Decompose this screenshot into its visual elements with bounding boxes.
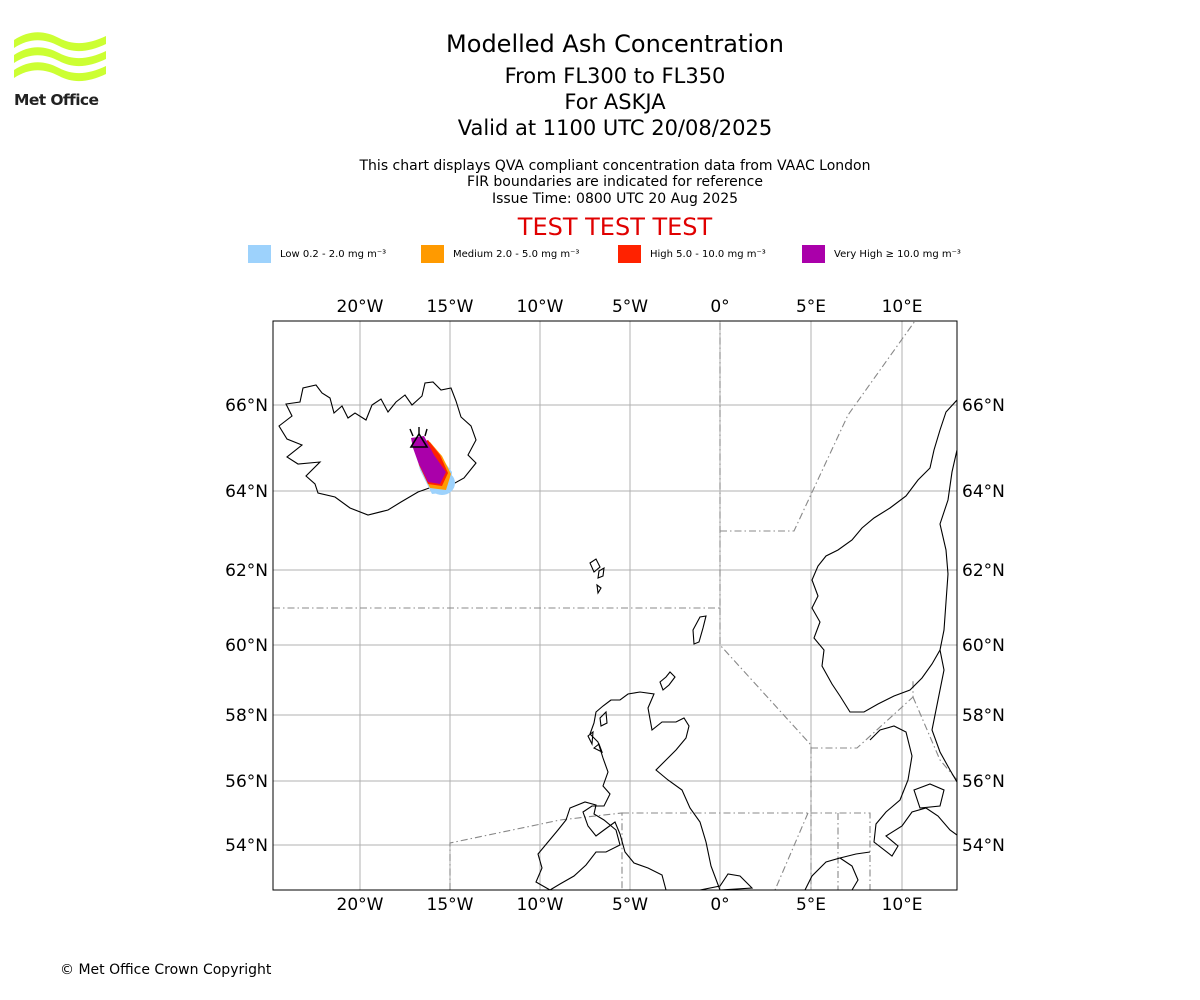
lon-tick-label: 10°W — [517, 297, 564, 317]
legend-swatch-high — [618, 245, 641, 263]
denmark-coastline — [869, 725, 957, 857]
legend-item-high: High 5.0 - 10.0 mg m⁻³ — [618, 244, 766, 264]
met-office-logo: Met Office — [14, 30, 109, 112]
lon-tick-label: 5°W — [612, 297, 648, 317]
legend: Low 0.2 - 2.0 mg m⁻³ Medium 2.0 - 5.0 mg… — [0, 244, 1200, 264]
legend-swatch-medium — [421, 245, 444, 263]
flight-level-range: From FL300 to FL350 — [504, 64, 726, 88]
lon-tick-label: 5°W — [612, 895, 648, 910]
lat-tick-label: 54°N — [225, 836, 268, 856]
chart-title: Modelled Ash Concentration — [446, 30, 784, 58]
lon-tick-label: 20°W — [337, 895, 384, 910]
issue-time: Issue Time: 0800 UTC 20 Aug 2025 — [491, 191, 739, 207]
sweden-coastline — [931, 649, 957, 783]
lon-tick-label: 0° — [710, 895, 729, 910]
lon-tick-label: 15°W — [427, 895, 474, 910]
volcano-marker-icon — [409, 432, 429, 448]
lat-tick-label: 62°N — [225, 561, 268, 581]
lon-tick-label: 10°W — [517, 895, 564, 910]
legend-swatch-very-high — [802, 245, 825, 263]
lat-tick-label: 66°N — [962, 396, 1005, 416]
lon-tick-label: 10°E — [882, 895, 923, 910]
lat-tick-label: 62°N — [962, 561, 1005, 581]
left-latitude-ticks: 66°N 64°N 62°N 60°N 58°N 56°N 54°N — [225, 396, 268, 856]
lat-tick-label: 58°N — [225, 706, 268, 726]
shetland-islands — [692, 615, 707, 645]
lon-tick-label: 0° — [710, 297, 729, 317]
gridlines — [273, 321, 957, 890]
ash-concentration-map: 20°W 15°W 10°W 5°W 0° 5°E 10°E 20°W 15°W… — [225, 297, 1005, 910]
legend-item-very-high: Very High ≥ 10.0 mg m⁻³ — [802, 244, 961, 264]
logo-text: Met Office — [14, 91, 99, 109]
lat-tick-label: 60°N — [225, 636, 268, 656]
lon-tick-label: 10°E — [882, 297, 923, 317]
volcano-rays-icon — [409, 427, 428, 437]
lat-tick-label: 64°N — [225, 482, 268, 502]
legend-item-low: Low 0.2 - 2.0 mg m⁻³ — [248, 244, 386, 264]
hebrides-islands — [587, 710, 608, 754]
legend-label-medium: Medium 2.0 - 5.0 mg m⁻³ — [453, 248, 580, 260]
bottom-longitude-ticks: 20°W 15°W 10°W 5°W 0° 5°E 10°E — [337, 895, 923, 910]
lon-tick-label: 5°E — [796, 895, 826, 910]
description-line-2: FIR boundaries are indicated for referen… — [467, 174, 763, 190]
lat-tick-label: 64°N — [962, 482, 1005, 502]
map-frame — [272, 320, 958, 891]
ireland-coastline — [535, 801, 621, 890]
ash-area-very-high — [411, 436, 446, 484]
wave-logo-icon — [14, 32, 106, 82]
netherlands-germany-coastline — [804, 851, 871, 890]
test-banner: TEST TEST TEST — [517, 213, 713, 241]
great-britain-coastline — [582, 691, 754, 890]
valid-time: Valid at 1100 UTC 20/08/2025 — [457, 116, 773, 140]
lon-tick-label: 20°W — [337, 297, 384, 317]
top-longitude-ticks: 20°W 15°W 10°W 5°W 0° 5°E 10°E — [337, 297, 923, 317]
legend-label-very-high: Very High ≥ 10.0 mg m⁻³ — [834, 248, 961, 260]
ash-plume — [409, 427, 455, 495]
lat-tick-label: 56°N — [962, 772, 1005, 792]
lon-tick-label: 15°W — [427, 297, 474, 317]
coastlines — [278, 381, 957, 890]
lon-tick-label: 5°E — [796, 297, 826, 317]
lat-tick-label: 66°N — [225, 396, 268, 416]
iceland-coastline — [278, 381, 477, 516]
lat-tick-label: 60°N — [962, 636, 1005, 656]
volcano-name: For ASKJA — [564, 90, 666, 114]
legend-label-low: Low 0.2 - 2.0 mg m⁻³ — [280, 248, 387, 260]
map-background — [273, 321, 957, 890]
lat-tick-label: 58°N — [962, 706, 1005, 726]
description-line-1: This chart displays QVA compliant concen… — [359, 158, 871, 174]
legend-label-high: High 5.0 - 10.0 mg m⁻³ — [650, 248, 766, 260]
faroe-islands — [589, 558, 605, 595]
lat-tick-label: 54°N — [962, 836, 1005, 856]
fir-boundaries — [273, 321, 957, 890]
right-latitude-ticks: 66°N 64°N 62°N 60°N 58°N 56°N 54°N — [962, 396, 1005, 856]
legend-swatch-low — [248, 245, 271, 263]
legend-item-medium: Medium 2.0 - 5.0 mg m⁻³ — [421, 244, 579, 264]
orkney-islands — [659, 671, 676, 691]
lat-tick-label: 56°N — [225, 772, 268, 792]
copyright-notice: © Met Office Crown Copyright — [60, 962, 272, 978]
norway-coastline — [811, 399, 957, 713]
